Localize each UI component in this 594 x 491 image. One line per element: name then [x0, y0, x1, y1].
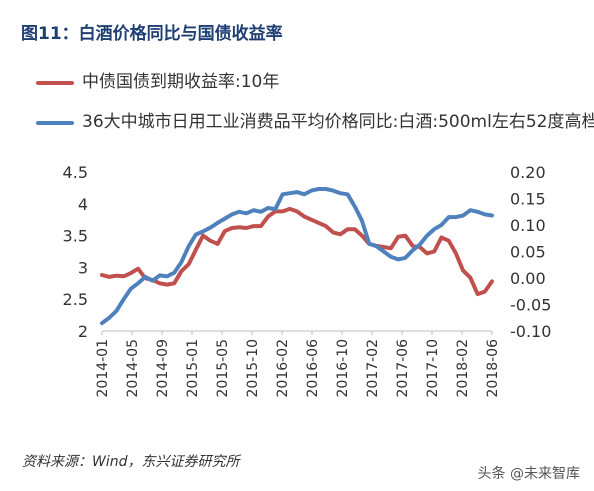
x-tick-label: 2018-06: [485, 339, 501, 398]
x-tick-label: 2014-01: [95, 339, 111, 398]
x-tick-label: 2017-10: [425, 339, 441, 398]
watermark: 头条 @未来智库: [477, 466, 580, 482]
y-left-tick-label: 2.5: [63, 290, 88, 309]
x-tick-label: 2016-02: [275, 339, 291, 398]
y-left-tick-label: 2: [78, 322, 88, 341]
x-tick-label: 2014-05: [125, 339, 141, 398]
y-left-tick-label: 4: [78, 195, 88, 214]
x-tick-label: 2014-09: [155, 339, 171, 398]
legend-item-bond-yield: 中债国债到期收益率:10年: [36, 70, 594, 92]
y-right-tick-label: -0.05: [510, 296, 551, 315]
x-tick-label: 2017-06: [395, 339, 411, 398]
y-right-tick-label: -0.10: [510, 322, 551, 341]
x-tick-label: 2015-05: [215, 339, 231, 398]
series-line-bond-yield: [100, 206, 494, 297]
y-right-tick-label: 0.00: [510, 269, 546, 288]
x-tick-label: 2016-06: [305, 339, 321, 398]
y-left-tick-label: 3: [78, 258, 88, 277]
series-line-liquor-price: [100, 187, 494, 326]
legend-swatch-blue: [36, 121, 74, 125]
legend-item-liquor-price: 36大中城市日用工业消费品平均价格同比:白酒:500ml左右52度高档: [36, 110, 594, 132]
y-right-tick-label: 0.10: [510, 216, 546, 235]
y-left-tick-label: 3.5: [63, 227, 88, 246]
x-tick-label: 2016-10: [335, 339, 351, 398]
x-tick-label: 2018-02: [455, 339, 471, 398]
legend-swatch-red: [36, 81, 74, 85]
y-right-tick-label: 0.15: [510, 190, 546, 209]
legend-label-liquor-price: 36大中城市日用工业消费品平均价格同比:白酒:500ml左右52度高档: [82, 112, 594, 132]
y-left-tick-label: 4.5: [63, 163, 88, 182]
legend-label-bond-yield: 中债国债到期收益率:10年: [82, 72, 280, 92]
y-right-tick-label: 0.20: [510, 163, 546, 182]
x-tick-label: 2015-10: [245, 339, 261, 398]
chart-title: 图11：白酒价格同比与国债收益率: [21, 24, 283, 44]
source-note: 资料来源：Wind，东兴证券研究所: [22, 454, 240, 470]
x-tick-label: 2017-02: [365, 339, 381, 398]
x-tick-label: 2015-01: [185, 339, 201, 398]
y-right-tick-label: 0.05: [510, 243, 546, 262]
